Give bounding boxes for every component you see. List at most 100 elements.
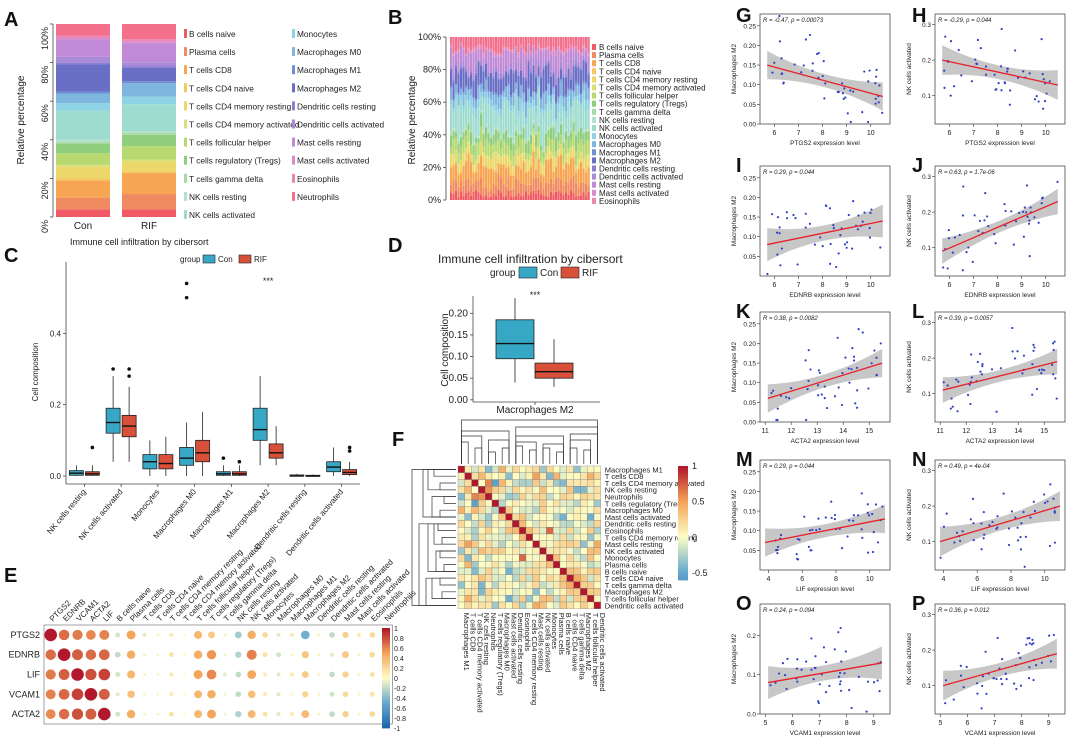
bar-segment	[452, 127, 455, 130]
y-tick-label: 0.2	[922, 648, 931, 655]
bar-segment	[462, 132, 465, 140]
y-tick-label: 0.3	[922, 22, 931, 29]
data-point	[942, 525, 946, 528]
data-point	[972, 522, 975, 525]
bar-segment	[572, 59, 575, 65]
bar-segment	[470, 160, 473, 163]
x-tick-label: NK cells resting	[45, 488, 88, 536]
colorbar-cell	[382, 636, 390, 639]
data-point	[775, 231, 779, 234]
bar-segment	[515, 129, 518, 132]
heat-cell	[580, 513, 588, 521]
row-label: Neutrophils	[605, 493, 643, 502]
heat-cell	[485, 465, 493, 473]
bar-segment	[530, 103, 533, 109]
data-point	[857, 328, 860, 331]
data-point	[776, 418, 779, 422]
x-tick-label: 10	[866, 576, 874, 583]
heat-cell	[464, 499, 472, 507]
bar-segment	[562, 169, 565, 185]
heat-cell	[593, 588, 601, 596]
bar-segment	[527, 141, 530, 154]
data-point	[1033, 509, 1037, 513]
bar-segment	[485, 123, 488, 126]
bar-segment	[492, 168, 495, 172]
data-point	[808, 222, 812, 225]
heat-cell	[471, 493, 479, 501]
bar-segment	[500, 148, 503, 157]
heat-cell	[532, 540, 540, 548]
dendrogram-branch	[443, 496, 456, 504]
corr-dot	[289, 632, 294, 637]
data-point	[1052, 373, 1055, 376]
bar-segment	[572, 100, 575, 119]
data-point	[966, 393, 970, 396]
data-point	[832, 227, 835, 230]
legend-label: RIF	[582, 268, 598, 279]
significance-marker: ***	[530, 290, 541, 300]
bar-segment	[565, 78, 568, 95]
y-axis-title: Macrophages M2	[731, 634, 738, 685]
bar-segment	[500, 157, 503, 163]
bar-segment	[555, 77, 558, 84]
bar-segment	[450, 165, 453, 168]
bar-segment	[477, 157, 480, 162]
box	[534, 362, 574, 379]
bar-segment	[555, 122, 558, 135]
bar-segment	[460, 45, 463, 63]
colorbar-cell	[678, 566, 688, 569]
heat-cell	[471, 595, 479, 603]
bar-segment	[487, 97, 490, 105]
heat-cell	[593, 506, 601, 514]
bar-segment	[577, 160, 580, 168]
bar-segment	[585, 172, 588, 184]
bar-segment	[577, 158, 580, 161]
bar-segment	[560, 80, 563, 96]
bar-segment	[502, 155, 505, 164]
corr-dot	[71, 668, 84, 681]
heat-cell	[525, 581, 533, 589]
bar-segment	[477, 85, 480, 100]
data-point	[1000, 27, 1003, 31]
bar-segment	[562, 168, 565, 170]
stat-annotation: R = -0.29, p = 0.044	[938, 18, 992, 24]
x-axis-title: LIF expression level	[971, 586, 1029, 593]
bar-segment	[457, 164, 460, 167]
bar-segment	[490, 159, 493, 168]
bar-segment	[570, 79, 573, 89]
bar-segment	[562, 194, 565, 200]
bar-segment	[570, 77, 573, 80]
bar-segment	[512, 166, 515, 168]
bar-segment	[457, 72, 460, 75]
data-point	[979, 46, 982, 50]
dendrogram-branch	[439, 509, 456, 518]
corr-dot	[183, 712, 186, 716]
bar-segment	[542, 150, 545, 152]
x-tick-label: Monocytes	[130, 488, 162, 523]
corr-dot	[317, 673, 321, 676]
bar-segment	[520, 64, 523, 70]
bar-segment	[492, 76, 495, 79]
heat-cell	[566, 547, 574, 555]
y-axis-title: NK cells activated	[906, 43, 913, 95]
bar-segment	[557, 131, 560, 133]
bar-segment	[545, 47, 548, 49]
data-point	[852, 355, 856, 358]
column-label: Neutrophils	[489, 613, 498, 651]
bar-segment	[550, 178, 553, 192]
y-tick-label: 0.15	[743, 215, 756, 222]
legend-swatch	[518, 266, 538, 279]
bar-segment	[580, 161, 583, 163]
corr-dot	[276, 692, 281, 697]
colorbar-cell	[678, 529, 688, 533]
bar-segment	[587, 185, 590, 192]
heat-cell	[478, 561, 486, 569]
data-point	[846, 535, 849, 538]
bar-segment	[482, 130, 485, 133]
stat-annotation: R = 0.29, p = 0.044	[763, 170, 815, 176]
heat-cell	[587, 601, 595, 609]
corr-dot	[142, 632, 147, 637]
x-tick-label: 9	[845, 282, 849, 289]
heat-cell	[485, 499, 493, 507]
bar-segment	[547, 128, 550, 131]
